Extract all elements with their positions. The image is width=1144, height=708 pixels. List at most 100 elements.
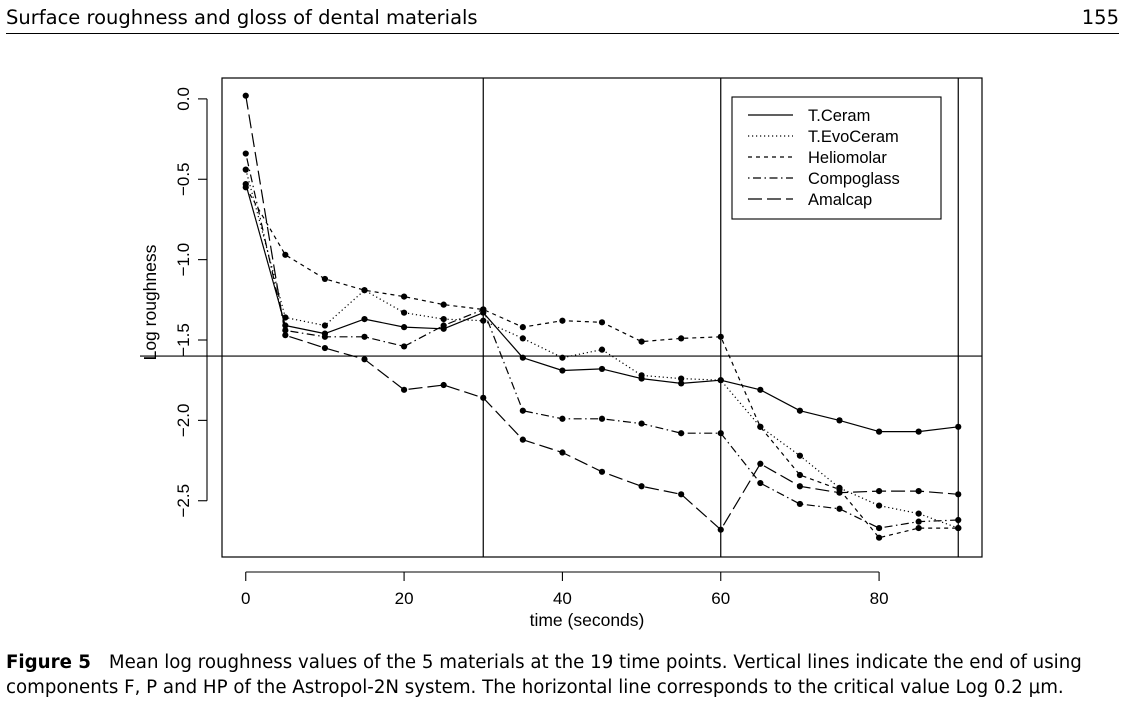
data-point: [955, 491, 962, 498]
y-tick-label: −0.5: [174, 162, 193, 196]
y-tick-label: −2.5: [174, 484, 193, 518]
data-point: [242, 92, 249, 99]
data-point: [598, 468, 606, 475]
legend-label: Heliomolar: [808, 149, 887, 167]
x-axis-label: time (seconds): [530, 610, 645, 630]
data-point: [955, 516, 962, 524]
data-point: [875, 487, 883, 495]
data-point: [796, 407, 804, 414]
data-point: [400, 324, 408, 331]
data-point: [242, 184, 249, 191]
data-point: [400, 386, 408, 393]
legend-label: Compoglass: [808, 170, 900, 188]
data-point: [440, 301, 447, 308]
data-point: [915, 510, 922, 517]
data-point: [875, 428, 883, 435]
data-point: [400, 343, 408, 350]
figure-caption: Figure 5 Mean log roughness values of the…: [6, 650, 1142, 700]
data-point: [559, 317, 566, 324]
data-point: [400, 293, 408, 300]
figure-label: Figure 5: [6, 652, 91, 673]
data-point: [678, 491, 685, 498]
data-point: [440, 322, 447, 329]
data-point: [717, 333, 724, 340]
figure-5-chart: 0 20 40 60 80 time (seconds) 0.0 −0.5 −1.0 −1.5 −2…: [140, 77, 983, 630]
data-point: [242, 150, 249, 157]
data-point: [361, 316, 368, 323]
data-point: [875, 502, 883, 509]
plot-frame: [221, 77, 983, 558]
data-point: [836, 417, 843, 424]
data-point: [242, 166, 249, 173]
data-point: [321, 275, 329, 283]
data-point: [955, 524, 962, 532]
x-tick-label: 40: [553, 589, 572, 608]
data-point: [519, 354, 526, 361]
page-number: 155: [1081, 6, 1119, 29]
data-point: [638, 483, 645, 490]
data-point: [598, 415, 606, 422]
data-point: [717, 526, 724, 533]
y-tick-label: −2.0: [174, 404, 193, 438]
x-tick-label: 60: [711, 589, 730, 608]
data-point: [440, 381, 447, 389]
data-point: [282, 251, 289, 258]
data-point: [875, 534, 883, 541]
data-point: [717, 377, 724, 384]
data-point: [915, 428, 922, 435]
data-point: [678, 375, 685, 382]
data-point: [796, 471, 804, 479]
legend-label: T.Ceram: [808, 107, 870, 125]
data-point: [915, 518, 922, 525]
caption-text: Mean log roughness values of the 5 mater…: [6, 652, 1082, 698]
x-tick-label: 20: [395, 589, 414, 608]
data-point: [796, 483, 804, 490]
data-point: [559, 354, 566, 361]
data-point: [678, 430, 685, 437]
data-point: [678, 335, 685, 342]
data-point: [321, 344, 329, 352]
data-point: [796, 452, 804, 459]
legend-label: Amalcap: [808, 191, 872, 209]
data-point: [282, 314, 289, 321]
data-point: [440, 316, 447, 323]
y-tick-label: 0.0: [174, 87, 193, 111]
data-point: [321, 333, 329, 340]
data-point: [282, 332, 289, 339]
data-point: [480, 317, 487, 324]
data-point: [519, 407, 526, 414]
data-point: [480, 306, 487, 313]
data-point: [757, 460, 764, 467]
data-point: [559, 449, 566, 456]
data-point: [757, 423, 764, 430]
data-point: [757, 386, 764, 393]
data-point: [361, 333, 368, 340]
data-point: [915, 487, 922, 495]
data-point: [400, 309, 408, 316]
running-title: Surface roughness and gloss of dental ma…: [6, 6, 478, 29]
series-line-heliomolar: [245, 186, 959, 539]
x-tick-label: 0: [241, 589, 250, 608]
y-tick-label: −1.5: [174, 323, 193, 357]
data-point: [678, 380, 685, 387]
data-point: [598, 365, 606, 373]
data-point: [717, 430, 724, 437]
data-point: [559, 415, 566, 422]
data-point: [638, 420, 645, 427]
data-point: [757, 479, 764, 487]
data-point: [361, 356, 368, 363]
x-tick-label: 80: [870, 589, 889, 608]
data-point: [836, 505, 843, 512]
data-point: [836, 489, 843, 496]
data-point: [519, 436, 526, 443]
data-point: [875, 524, 883, 532]
data-point: [796, 500, 804, 508]
legend-label: T.EvoCeram: [808, 128, 899, 146]
y-axis-label: Log roughness: [140, 244, 160, 360]
series-line-t-ceram: [245, 183, 959, 433]
data-point: [598, 346, 606, 353]
data-point: [559, 367, 566, 374]
data-point: [638, 372, 645, 379]
data-point: [598, 319, 606, 326]
data-point: [915, 524, 922, 532]
